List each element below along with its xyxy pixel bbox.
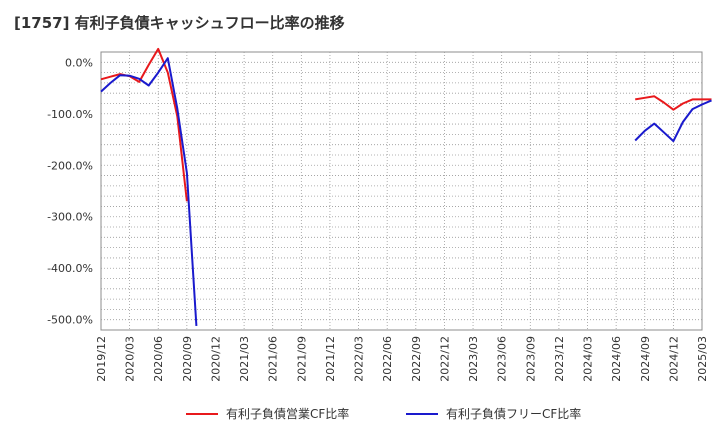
- series-line: [635, 95, 712, 111]
- legend: 有利子負債営業CF比率 有利子負債フリーCF比率: [186, 406, 581, 421]
- x-axis: 2019/12 2020/03 2020/06 2020/09 2020/12 2021/…: [95, 336, 709, 382]
- y-axis: 0.0% -100.0% -200.0% -300.0% -400.0% -500.0%: [47, 56, 93, 326]
- y-tick-label: 0.0%: [65, 56, 93, 69]
- x-tick-label: 2022/12: [438, 336, 451, 382]
- y-tick-label: -300.0%: [47, 211, 93, 224]
- y-tick-label: -400.0%: [47, 262, 93, 275]
- x-tick-label: 2022/03: [353, 336, 366, 382]
- x-tick-label: 2019/12: [95, 336, 108, 382]
- x-tick-label: 2021/09: [295, 336, 308, 382]
- y-tick-label: -500.0%: [47, 314, 93, 327]
- x-tick-label: 2022/09: [410, 336, 423, 382]
- legend-label: 有利子負債営業CF比率: [226, 406, 349, 421]
- x-tick-label: 2024/03: [582, 336, 595, 382]
- x-tick-label: 2024/12: [667, 336, 680, 382]
- series-line: [100, 57, 198, 326]
- x-tick-label: 2021/06: [267, 336, 280, 382]
- series-2: [100, 57, 712, 326]
- x-tick-label: 2024/06: [610, 336, 623, 382]
- grid-layer: [101, 52, 702, 330]
- x-tick-label: 2023/12: [553, 336, 566, 382]
- x-tick-label: 2023/09: [524, 336, 537, 382]
- x-tick-label: 2021/03: [238, 336, 251, 382]
- x-tick-label: 2020/12: [209, 336, 222, 382]
- x-tick-label: 2022/06: [381, 336, 394, 382]
- x-tick-label: 2020/06: [152, 336, 165, 382]
- x-tick-label: 2023/03: [467, 336, 480, 382]
- x-tick-label: 2023/06: [496, 336, 509, 382]
- chart-title: [1757] 有利子負債キャッシュフロー比率の推移: [14, 14, 345, 32]
- x-tick-label: 2020/03: [124, 336, 137, 382]
- series-1: [100, 47, 712, 202]
- y-tick-label: -100.0%: [47, 108, 93, 121]
- x-tick-label: 2025/03: [696, 336, 709, 382]
- series-line: [100, 47, 188, 202]
- y-tick-label: -200.0%: [47, 159, 93, 172]
- x-tick-label: 2020/09: [181, 336, 194, 382]
- x-tick-label: 2024/09: [639, 336, 652, 382]
- legend-label: 有利子負債フリーCF比率: [446, 406, 581, 421]
- plot-area: [100, 51, 703, 331]
- series-line: [634, 99, 712, 143]
- series-layer: [100, 47, 712, 326]
- x-tick-label: 2021/12: [324, 336, 337, 382]
